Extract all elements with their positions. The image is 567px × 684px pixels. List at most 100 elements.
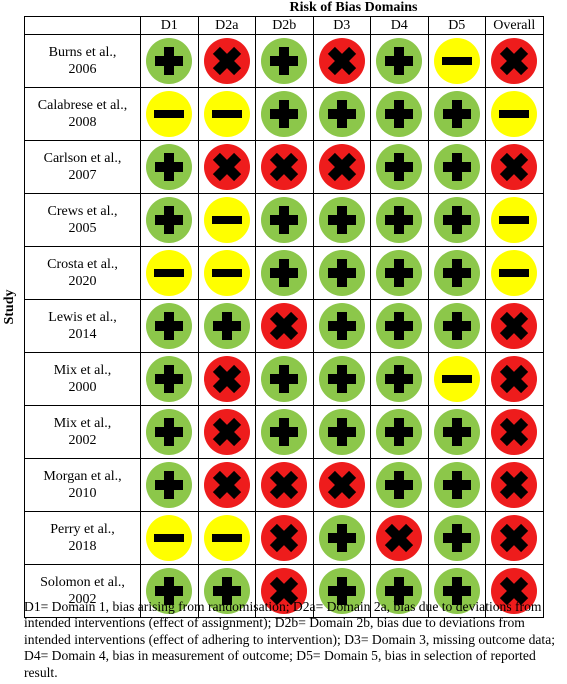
rating-cell-overall xyxy=(485,140,544,194)
rating-cell-d5 xyxy=(427,352,486,406)
study-name-line: Mix et al., xyxy=(53,363,112,378)
cross-icon xyxy=(203,38,250,84)
minus-icon xyxy=(203,250,250,296)
rating-cell-d4 xyxy=(370,352,429,406)
plus-icon xyxy=(376,409,423,455)
rating-cell-d2a xyxy=(197,511,256,565)
rating-cell-d5 xyxy=(427,246,486,300)
rating-cell-d2a xyxy=(197,458,256,512)
table-row: Mix et al., 2000 xyxy=(24,352,544,406)
plus-icon xyxy=(146,303,193,349)
rating-cell-d4 xyxy=(370,246,429,300)
header-overall: Overall xyxy=(485,16,544,35)
header-d2a: D2a xyxy=(197,16,256,35)
plus-icon xyxy=(376,144,423,190)
rating-cell-d4 xyxy=(370,511,429,565)
rating-cell-d2b xyxy=(255,458,314,512)
cross-icon xyxy=(203,144,250,190)
cross-icon xyxy=(491,356,538,402)
plus-icon xyxy=(146,144,193,190)
study-name-line: 2006 xyxy=(68,62,97,77)
plus-icon xyxy=(261,38,308,84)
rating-cell-d1 xyxy=(140,246,199,300)
rating-cell-d2b xyxy=(255,405,314,459)
rating-cell-overall xyxy=(485,405,544,459)
cross-icon xyxy=(491,462,538,508)
rating-cell-d4 xyxy=(370,458,429,512)
cross-icon xyxy=(261,462,308,508)
cross-icon xyxy=(261,515,308,561)
rating-cell-d4 xyxy=(370,299,429,353)
rating-cell-d1 xyxy=(140,140,199,194)
plus-icon xyxy=(203,568,250,614)
study-name-line: Solomon et al., xyxy=(40,575,125,590)
rating-cell-d5 xyxy=(427,193,486,247)
cross-icon xyxy=(491,568,538,614)
study-name-line: 2002 xyxy=(68,433,97,448)
rating-cell-d2b xyxy=(255,34,314,88)
plus-icon xyxy=(146,462,193,508)
plus-icon xyxy=(376,91,423,137)
rating-cell-d5 xyxy=(427,34,486,88)
minus-icon xyxy=(203,91,250,137)
rating-cell-d1 xyxy=(140,564,199,618)
plus-icon xyxy=(376,462,423,508)
study-name-line: 2002 xyxy=(68,592,97,607)
plus-icon xyxy=(376,250,423,296)
study-name: Lewis et al., 2014 xyxy=(24,299,141,353)
rating-cell-d2a xyxy=(197,352,256,406)
rating-cell-d4 xyxy=(370,193,429,247)
study-name: Perry et al., 2018 xyxy=(24,511,141,565)
study-name-line: 2007 xyxy=(68,168,97,183)
cross-icon xyxy=(491,409,538,455)
plus-icon xyxy=(261,197,308,243)
rating-cell-d3 xyxy=(312,34,371,88)
table-row: Crosta et al., 2020 xyxy=(24,246,544,300)
rating-cell-d2a xyxy=(197,193,256,247)
rating-cell-d4 xyxy=(370,87,429,141)
minus-icon xyxy=(146,515,193,561)
rating-cell-d2b xyxy=(255,140,314,194)
plus-icon xyxy=(318,515,365,561)
minus-icon xyxy=(203,515,250,561)
plus-icon xyxy=(318,197,365,243)
minus-icon xyxy=(491,197,538,243)
cross-icon xyxy=(491,515,538,561)
study-name-line: 2005 xyxy=(68,221,97,236)
table-row: Lewis et al., 2014 xyxy=(24,299,544,353)
table-row: Solomon et al., 2002 xyxy=(24,564,544,618)
cross-icon xyxy=(203,462,250,508)
rating-cell-d2a xyxy=(197,34,256,88)
rating-cell-d4 xyxy=(370,140,429,194)
plus-icon xyxy=(261,409,308,455)
plus-icon xyxy=(261,91,308,137)
study-name-line: Burns et al., xyxy=(48,45,117,60)
study-name-line: 2010 xyxy=(68,486,97,501)
rating-cell-d5 xyxy=(427,564,486,618)
plus-icon xyxy=(318,568,365,614)
minus-icon xyxy=(433,38,480,84)
cross-icon xyxy=(491,38,538,84)
study-name-line: Crews et al., xyxy=(47,204,118,219)
plus-icon xyxy=(433,91,480,137)
study-name-line: Perry et al., xyxy=(50,522,115,537)
study-name-line: Calabrese et al., xyxy=(37,98,128,113)
plus-icon xyxy=(146,356,193,402)
table-row: Mix et al., 2002 xyxy=(24,405,544,459)
plus-icon xyxy=(433,197,480,243)
plus-icon xyxy=(318,409,365,455)
study-name-line: Lewis et al., xyxy=(48,310,117,325)
cross-icon xyxy=(491,144,538,190)
header-d3: D3 xyxy=(312,16,371,35)
cross-icon xyxy=(261,303,308,349)
rating-cell-d3 xyxy=(312,193,371,247)
minus-icon xyxy=(146,91,193,137)
rating-cell-d5 xyxy=(427,405,486,459)
study-name-line: 2014 xyxy=(68,327,97,342)
rating-cell-d4 xyxy=(370,34,429,88)
rating-cell-d1 xyxy=(140,458,199,512)
header-d1: D1 xyxy=(140,16,199,35)
study-name-line: Mix et al., xyxy=(53,416,112,431)
rating-cell-d2a xyxy=(197,564,256,618)
header-d4: D4 xyxy=(370,16,429,35)
